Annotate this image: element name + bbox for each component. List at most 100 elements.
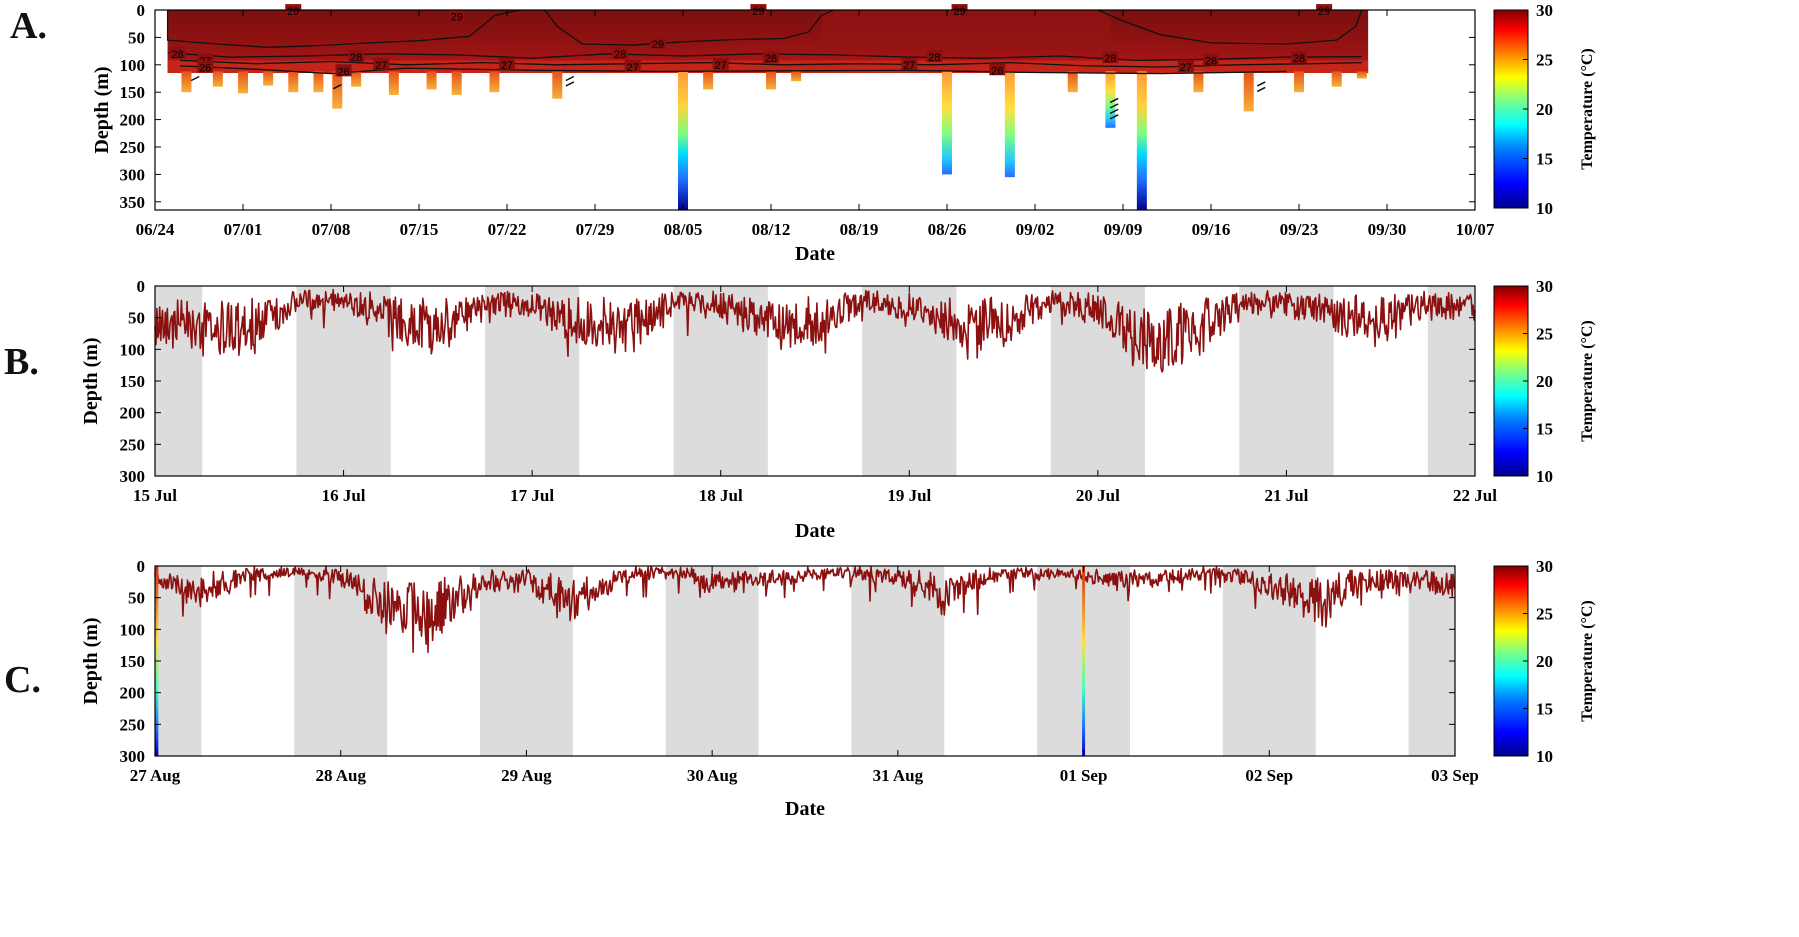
x-tick-label: 21 Jul xyxy=(1264,486,1308,505)
contour-label-bg xyxy=(649,36,666,49)
contour-fragment xyxy=(565,81,575,87)
profile-column xyxy=(552,71,563,99)
panel-b-trace xyxy=(154,288,1476,389)
y-tick-label: 0 xyxy=(137,1,146,20)
isotherm-29-b xyxy=(544,9,835,46)
contour-label-bg xyxy=(926,50,943,63)
contour-label: 28 xyxy=(765,53,777,65)
night-band xyxy=(1239,286,1334,476)
panel-b-night-bands xyxy=(155,285,1475,476)
contour-label: 28 xyxy=(172,49,184,61)
x-tick-label: 28 Aug xyxy=(315,766,366,785)
night-band xyxy=(665,566,759,756)
x-tick-label: 07/01 xyxy=(224,220,263,239)
y-tick-label: 350 xyxy=(120,193,146,212)
contour-label: 29 xyxy=(752,6,764,18)
profile-column xyxy=(1331,71,1342,87)
colorbar-tick-label: 10 xyxy=(1536,747,1553,766)
y-tick-label: 250 xyxy=(120,435,146,454)
panel-a-colorbar: 10 15 20 25 30 Temperature (°C) xyxy=(1493,1,1596,218)
x-tick-label: 07/29 xyxy=(576,220,615,239)
contour-label: 27 xyxy=(715,60,727,72)
x-tick-label: 07/08 xyxy=(312,220,351,239)
contour-label-bg xyxy=(901,57,918,70)
y-tick-label: 50 xyxy=(128,309,145,328)
panel-c-xlabel: Date xyxy=(785,798,825,820)
isotherm-26 xyxy=(180,65,1287,75)
contour-label-bg xyxy=(448,9,465,22)
night-band xyxy=(1427,286,1475,476)
colorbar-tick-label: 30 xyxy=(1536,1,1553,20)
x-tick-label: 16 Jul xyxy=(322,486,366,505)
profile-column xyxy=(942,71,952,175)
contour-fragment xyxy=(332,84,342,90)
panel-c-letter: C. xyxy=(4,659,41,701)
panel-c-y-axis: 0 50 100 150 200 250 300 xyxy=(120,557,1455,766)
x-tick-label: 08/05 xyxy=(664,220,703,239)
depth-trace-line xyxy=(154,565,1456,654)
profile-column xyxy=(489,71,500,93)
colorbar-gradient xyxy=(1493,9,1529,209)
profile-column xyxy=(1136,71,1147,210)
contour-fragment xyxy=(1256,86,1266,93)
contour-label-bg xyxy=(612,46,629,59)
contour-label-bg xyxy=(499,57,515,70)
x-tick-label: 18 Jul xyxy=(699,486,743,505)
contour-label: 26 xyxy=(337,66,349,78)
x-tick-label: 31 Aug xyxy=(873,766,924,785)
y-tick-label: 100 xyxy=(120,620,146,639)
x-tick-label: 02 Sep xyxy=(1245,766,1293,785)
x-tick-label: 27 Aug xyxy=(130,766,181,785)
x-tick-label: 09/23 xyxy=(1280,220,1319,239)
depth-trace-line xyxy=(154,288,1476,373)
profile-column xyxy=(1294,71,1304,93)
profile-column xyxy=(791,71,802,82)
contour-label-bg xyxy=(335,64,352,77)
contour-fragment xyxy=(1109,108,1119,115)
x-tick-label: 08/12 xyxy=(752,220,791,239)
contour-label-bg xyxy=(197,60,214,73)
colorbar-gradient xyxy=(1493,285,1529,477)
contour-fragment xyxy=(190,75,200,82)
contour-fragment xyxy=(1109,114,1119,120)
profile-column xyxy=(1067,71,1078,93)
y-tick-label: 150 xyxy=(120,372,146,391)
y-tick-label: 150 xyxy=(120,652,146,671)
x-tick-label: 08/26 xyxy=(928,220,967,239)
contour-label-bg xyxy=(989,63,1006,76)
profile-column xyxy=(1243,71,1254,112)
contour-label: 26 xyxy=(991,65,1003,77)
contour-fragment xyxy=(1109,103,1119,109)
contour-label-bg xyxy=(712,57,729,70)
panel-b-depth-trace: 0 50 100 150 200 250 300 15 Jul 16 Jul 17 Jul 18 … xyxy=(80,277,1596,542)
x-tick-label: 10/07 xyxy=(1456,220,1495,239)
profile-column xyxy=(212,71,223,87)
y-tick-label: 200 xyxy=(120,404,146,423)
contour-label-bg xyxy=(1102,51,1119,64)
x-tick-label: 07/15 xyxy=(400,220,439,239)
night-band xyxy=(155,566,202,756)
profile-column xyxy=(703,71,714,90)
contour-label: 27 xyxy=(501,60,513,72)
contour-label: 27 xyxy=(375,60,387,72)
x-tick-label: 06/24 xyxy=(136,220,175,239)
contour-label: 28 xyxy=(928,52,940,64)
panel-c-ylabel: Depth (m) xyxy=(80,617,102,704)
profile-column xyxy=(1004,71,1015,178)
profile-column xyxy=(1356,71,1367,79)
contour-label: 29 xyxy=(287,6,299,18)
panel-c-night-bands xyxy=(155,565,1455,756)
colorbar-tick-label: 30 xyxy=(1536,557,1553,576)
contour-label: 28 xyxy=(350,52,362,64)
x-tick-label: 09/16 xyxy=(1192,220,1231,239)
panel-b-letter: B. xyxy=(4,341,39,383)
panel-a-axes-box xyxy=(154,9,1476,211)
profile-column xyxy=(263,71,274,86)
x-tick-label: 29 Aug xyxy=(501,766,552,785)
colorbar-tick-label: 20 xyxy=(1536,100,1553,119)
contour-label: 27 xyxy=(627,62,639,74)
panel-c-x-axis: 27 Aug 28 Aug 29 Aug 30 Aug 31 Aug 01 Sep 02 S… xyxy=(130,566,1479,785)
y-tick-label: 0 xyxy=(137,277,146,296)
